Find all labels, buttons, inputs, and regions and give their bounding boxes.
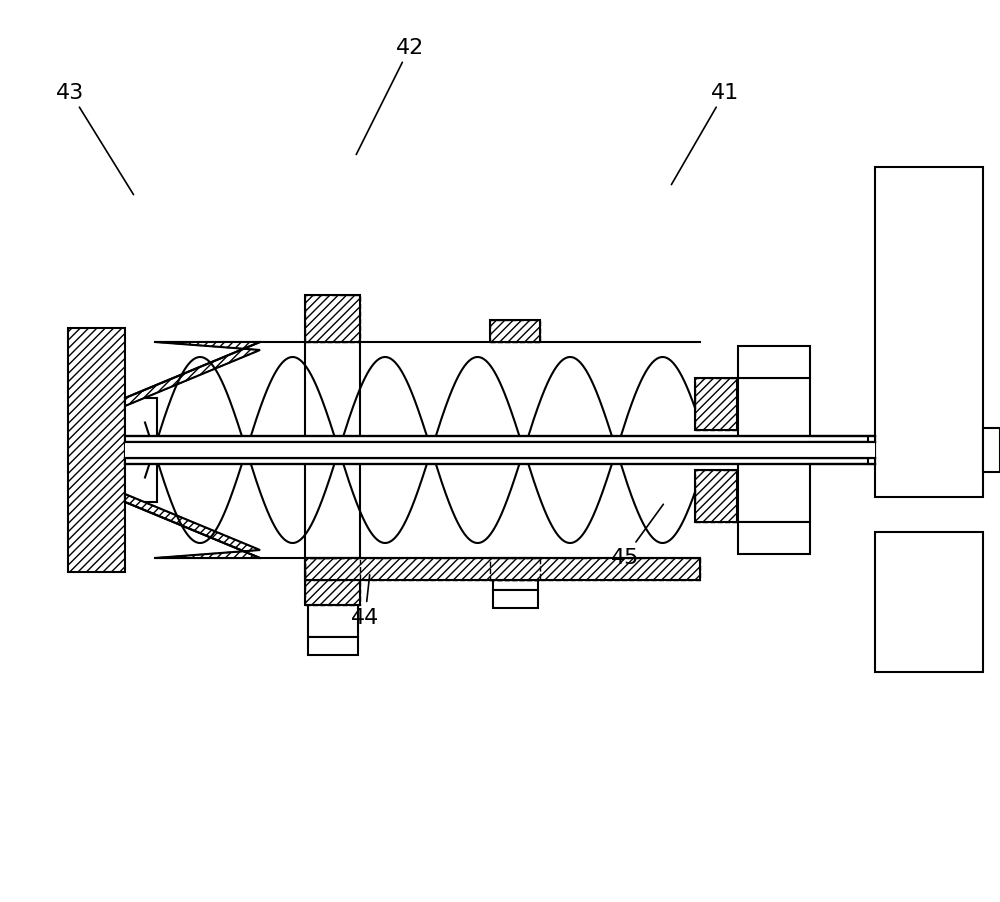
Bar [305,558,700,580]
Bar [695,471,737,522]
Bar [490,558,540,580]
Bar [493,580,538,590]
Bar [490,558,540,580]
Bar [695,471,737,522]
Bar [695,379,737,430]
Text: 43: 43 [56,83,134,196]
Bar [308,638,358,655]
Bar [305,296,360,343]
Bar [125,443,875,458]
Bar [305,296,360,343]
Bar [493,590,538,608]
Bar [68,328,125,573]
Bar [305,558,360,605]
Bar [875,168,983,497]
Bar [68,328,125,573]
Bar [738,522,810,555]
Bar [490,320,540,343]
Bar [738,346,810,379]
Bar [305,558,360,605]
Bar [868,437,875,465]
Bar [695,379,737,430]
Bar [983,428,1000,473]
Bar [308,605,358,638]
Bar [305,343,360,558]
Text: 42: 42 [356,38,424,155]
Text: 45: 45 [611,505,663,567]
Polygon shape [125,343,260,407]
Bar [305,558,700,580]
Bar [738,379,810,522]
Bar [125,399,157,502]
Text: 41: 41 [671,83,739,186]
Polygon shape [125,494,260,558]
Bar [490,320,540,343]
Bar [125,458,875,465]
Bar [125,443,875,458]
Text: 44: 44 [351,575,379,627]
Bar [125,437,875,443]
Bar [875,532,983,672]
